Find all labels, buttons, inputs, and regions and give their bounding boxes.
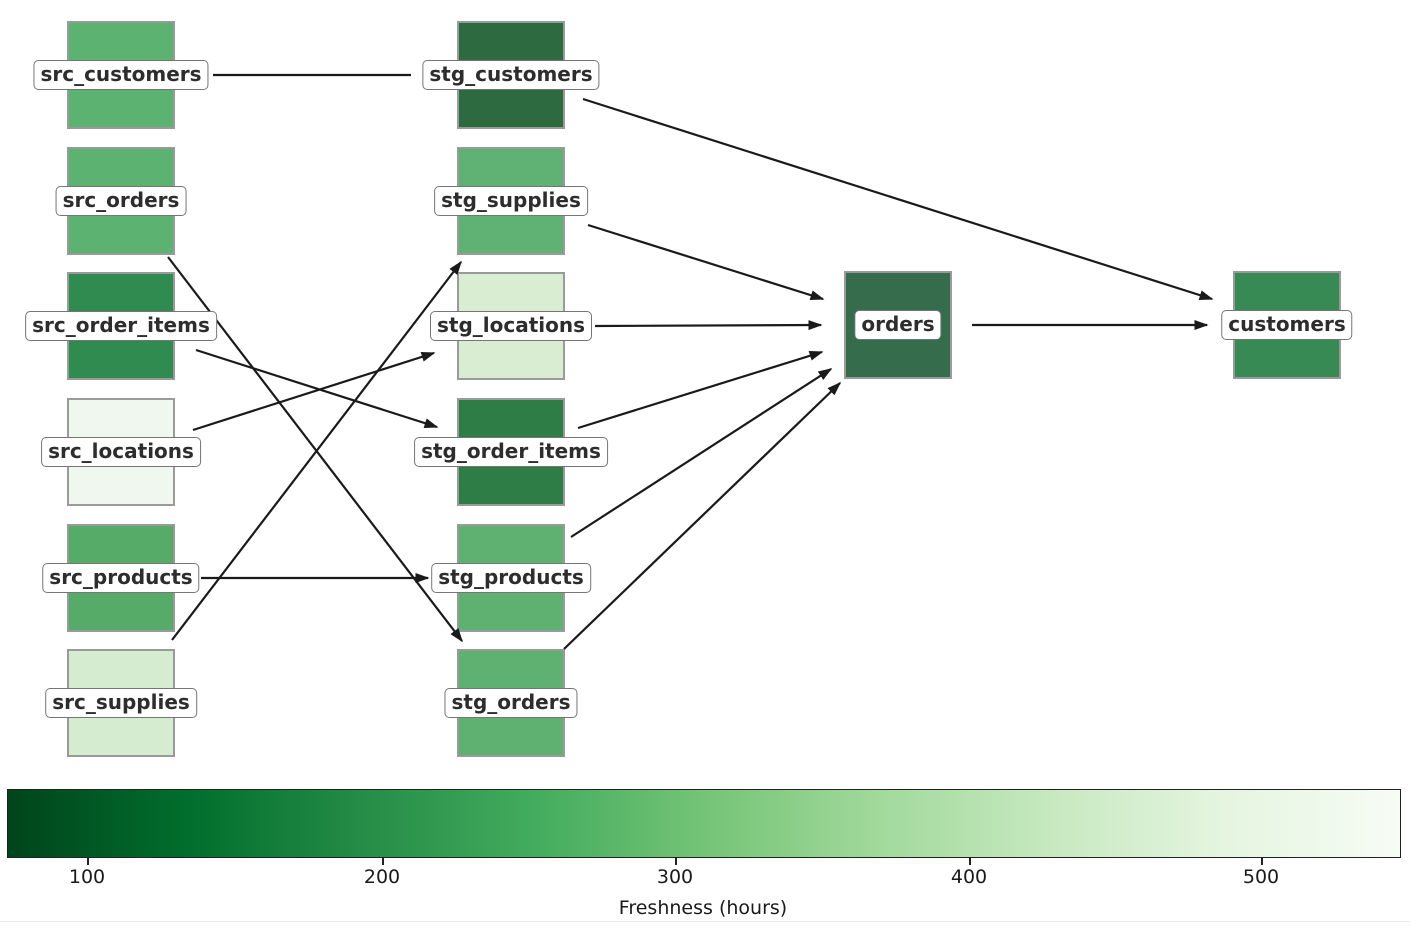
node-label-stg_order_items: stg_order_items — [414, 437, 608, 467]
edge-src_order_items-to-stg_order_items — [195, 348, 439, 429]
node-label-src_products: src_products — [42, 563, 200, 593]
edge-src_supplies-to-stg_supplies — [171, 260, 462, 641]
node-label-src_locations: src_locations — [41, 437, 201, 467]
colorbar-tick-mark-500 — [1261, 858, 1263, 865]
node-label-stg_supplies: stg_supplies — [434, 186, 588, 216]
node-label-src_orders: src_orders — [55, 186, 187, 216]
window-bottom-edge — [0, 921, 1410, 922]
edge-stg_order_items-to-orders — [577, 350, 824, 430]
colorbar-tick-mark-200 — [382, 858, 384, 865]
edge-stg_orders-to-orders — [563, 381, 842, 650]
edge-stg_locations-to-orders — [594, 320, 823, 331]
colorbar-axis-label: Freshness (hours) — [618, 897, 788, 919]
colorbar-gradient — [7, 789, 1401, 858]
node-label-orders: orders — [854, 310, 942, 340]
edge-stg_supplies-to-orders — [587, 223, 825, 301]
colorbar-tick-label-400: 400 — [950, 866, 988, 888]
edge-stg_products-to-orders — [570, 368, 833, 538]
colorbar-tick-mark-400 — [969, 858, 971, 865]
colorbar-tick-label-300: 300 — [656, 866, 694, 888]
node-label-stg_products: stg_products — [431, 563, 591, 593]
colorbar-tick-label-500: 500 — [1242, 866, 1280, 888]
node-label-stg_customers: stg_customers — [422, 60, 600, 90]
node-label-src_order_items: src_order_items — [25, 311, 217, 341]
colorbar-tick-mark-100 — [87, 858, 89, 865]
colorbar-tick-mark-300 — [675, 858, 677, 865]
node-label-src_customers: src_customers — [33, 60, 209, 90]
colorbar-tick-label-100: 100 — [68, 866, 106, 888]
node-label-src_supplies: src_supplies — [45, 688, 197, 718]
edge-src_locations-to-stg_locations — [192, 351, 436, 432]
node-label-stg_locations: stg_locations — [429, 311, 593, 341]
edge-stg_customers-to-customers — [582, 97, 1214, 301]
colorbar-tick-label-200: 200 — [363, 866, 401, 888]
node-label-stg_orders: stg_orders — [444, 688, 578, 718]
node-label-customers: customers — [1221, 310, 1353, 340]
